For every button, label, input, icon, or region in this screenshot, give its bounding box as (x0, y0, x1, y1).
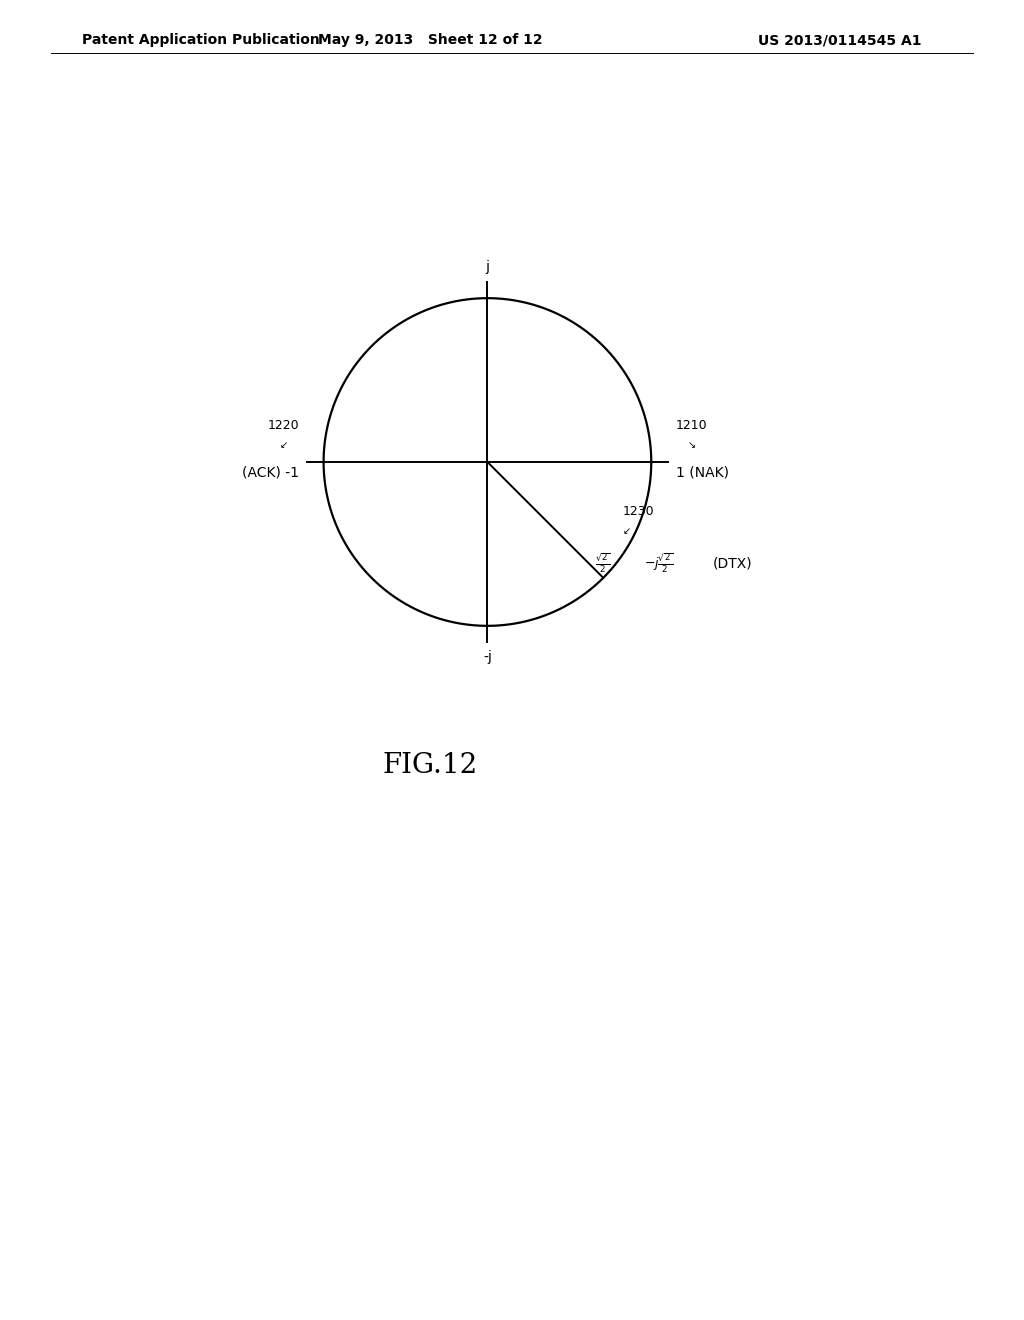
Text: 1230: 1230 (623, 504, 654, 517)
Text: j: j (485, 260, 489, 273)
Text: ↙: ↙ (623, 525, 631, 536)
Text: 1 (NAK): 1 (NAK) (676, 465, 729, 479)
Text: $-j\frac{\sqrt{2}}{2}$: $-j\frac{\sqrt{2}}{2}$ (644, 552, 674, 576)
Text: ↙: ↙ (280, 441, 288, 450)
Text: FIG.12: FIG.12 (382, 752, 478, 779)
Text: Patent Application Publication: Patent Application Publication (82, 33, 319, 48)
Text: 1220: 1220 (267, 420, 299, 433)
Text: -j: -j (483, 651, 492, 664)
Text: US 2013/0114545 A1: US 2013/0114545 A1 (758, 33, 922, 48)
Text: ↘: ↘ (687, 441, 695, 450)
Text: (ACK) -1: (ACK) -1 (242, 465, 299, 479)
Text: 1210: 1210 (676, 420, 708, 433)
Text: $\frac{\sqrt{2}}{2}$: $\frac{\sqrt{2}}{2}$ (595, 552, 610, 576)
Text: May 9, 2013   Sheet 12 of 12: May 9, 2013 Sheet 12 of 12 (317, 33, 543, 48)
Text: (DTX): (DTX) (713, 557, 753, 570)
